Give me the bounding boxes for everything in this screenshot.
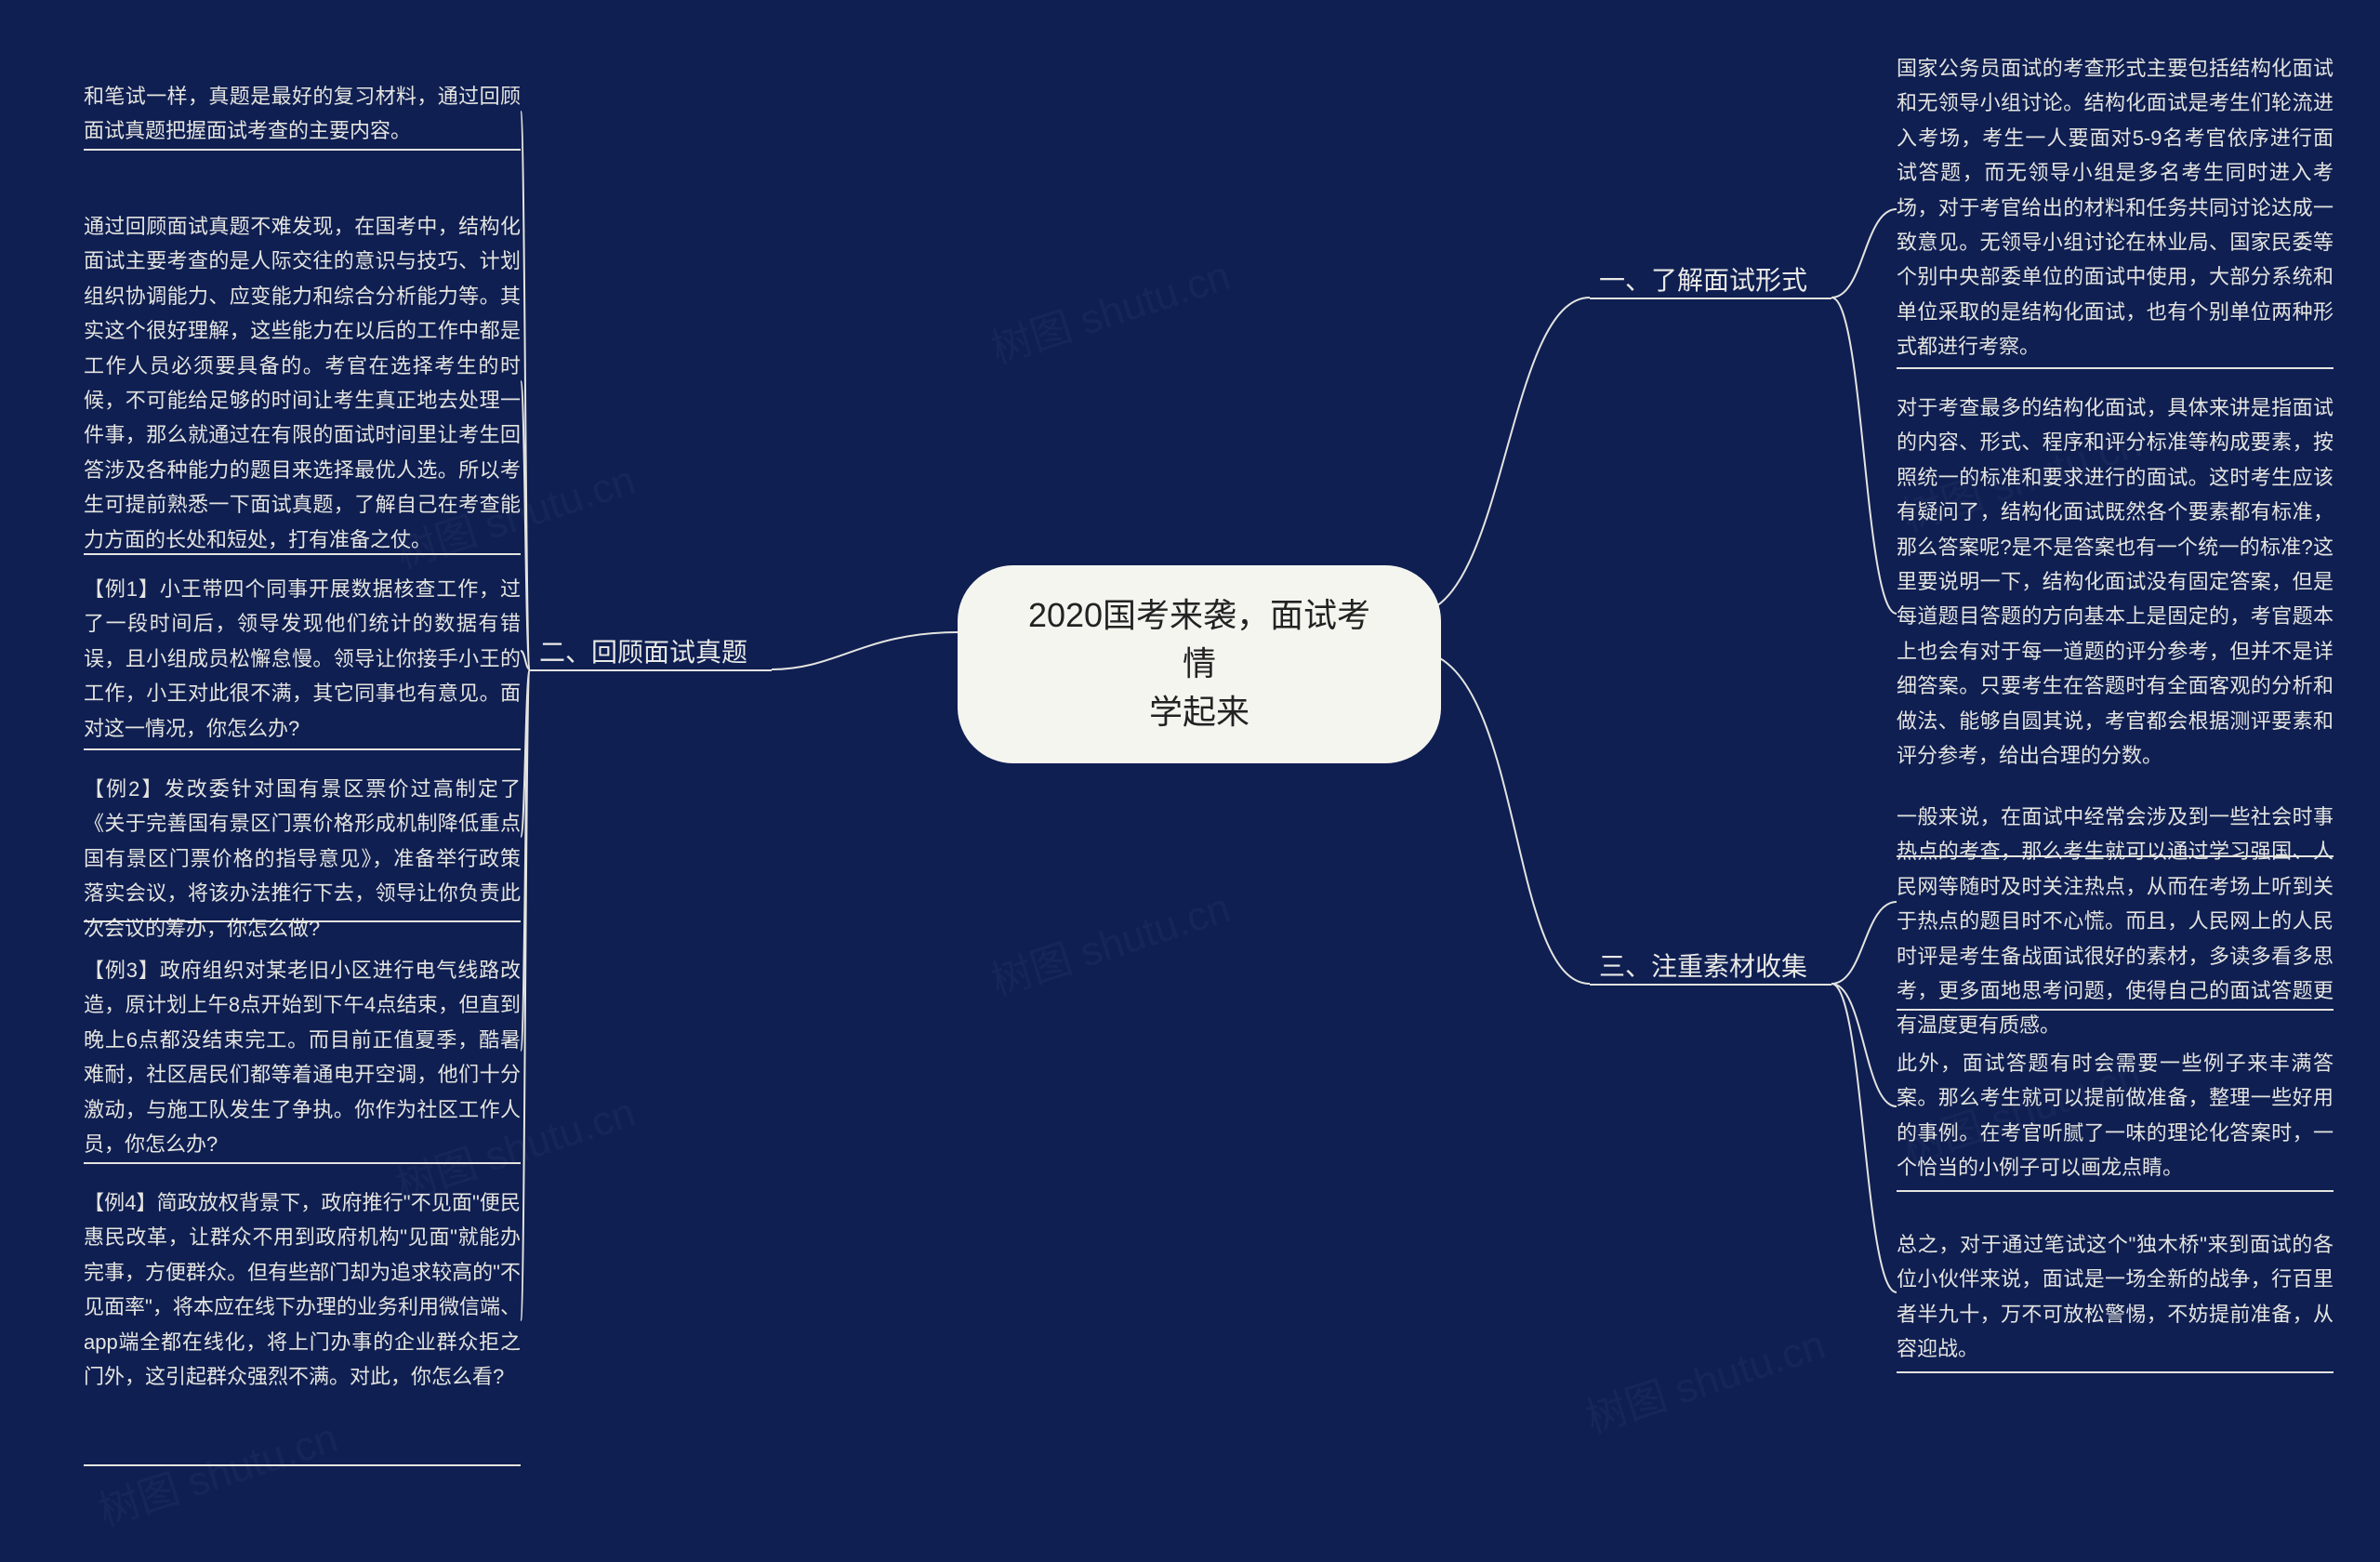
leaf-underline [1897, 367, 2334, 369]
center-node: 2020国考来袭，面试考情 学起来 [958, 565, 1441, 763]
leaf-underline [1897, 1190, 2334, 1192]
branch-l1: 二、回顾面试真题 [539, 632, 747, 669]
watermark: 树图 shutu.cn [983, 874, 1236, 1007]
branch-underline [1590, 984, 1831, 986]
leaf-r2c: 总之，对于通过笔试这个"独木桥"来到面试的各位小伙伴来说，面试是一场全新的战争，… [1897, 1227, 2334, 1367]
leaf-r2b: 此外，面试答题有时会需要一些例子来丰满答案。那么考生就可以提前做准备，整理一些好… [1897, 1046, 2334, 1185]
leaf-r1a: 国家公务员面试的考查形式主要包括结构化面试和无领导小组讨论。结构化面试是考生们轮… [1897, 51, 2334, 364]
leaf-l1c: 【例1】小王带四个同事开展数据核查工作，过了一段时间后，领导发现他们统计的数据有… [84, 572, 521, 746]
watermark: 树图 shutu.cn [983, 242, 1236, 375]
branch-underline [1590, 298, 1831, 299]
leaf-l1e: 【例3】政府组织对某老旧小区进行电气线路改造，原计划上午8点开始到下午4点结束，… [84, 953, 521, 1161]
leaf-r2a: 一般来说，在面试中经常会涉及到一些社会时事热点的考查，那么考生就可以通过学习强国… [1897, 800, 2334, 1043]
watermark: 树图 shutu.cn [1578, 1311, 1831, 1444]
leaf-l1d: 【例2】发改委针对国有景区票价过高制定了《关于完善国有景区门票价格形成机制降低重… [84, 772, 521, 946]
leaf-underline [1897, 1371, 2334, 1373]
branch-r2: 三、注重素材收集 [1599, 946, 1807, 984]
watermark: 树图 shutu.cn [90, 1404, 344, 1537]
leaf-underline [84, 149, 521, 151]
leaf-l1b: 通过回顾面试真题不难发现，在国考中，结构化面试主要考查的是人际交往的意识与技巧、… [84, 209, 521, 557]
center-line1: 2020国考来袭，面试考情 [1013, 591, 1385, 688]
leaf-l1a: 和笔试一样，真题是最好的复习材料，通过回顾面试真题把握面试考查的主要内容。 [84, 79, 521, 149]
branch-r1: 一、了解面试形式 [1599, 260, 1807, 298]
leaf-underline [84, 1162, 521, 1164]
branch-underline [530, 669, 772, 671]
center-line2: 学起来 [1013, 688, 1385, 736]
leaf-underline [84, 1464, 521, 1466]
mindmap-canvas: 树图 shutu.cn 树图 shutu.cn 树图 shutu.cn 树图 s… [0, 0, 2380, 1562]
leaf-r1b: 对于考查最多的结构化面试，具体来讲是指面试的内容、形式、程序和评分标准等构成要素… [1897, 390, 2334, 773]
leaf-l1f: 【例4】简政放权背景下，政府推行"不见面"便民惠民改革，让群众不用到政府机构"见… [84, 1185, 521, 1394]
leaf-underline [84, 748, 521, 750]
